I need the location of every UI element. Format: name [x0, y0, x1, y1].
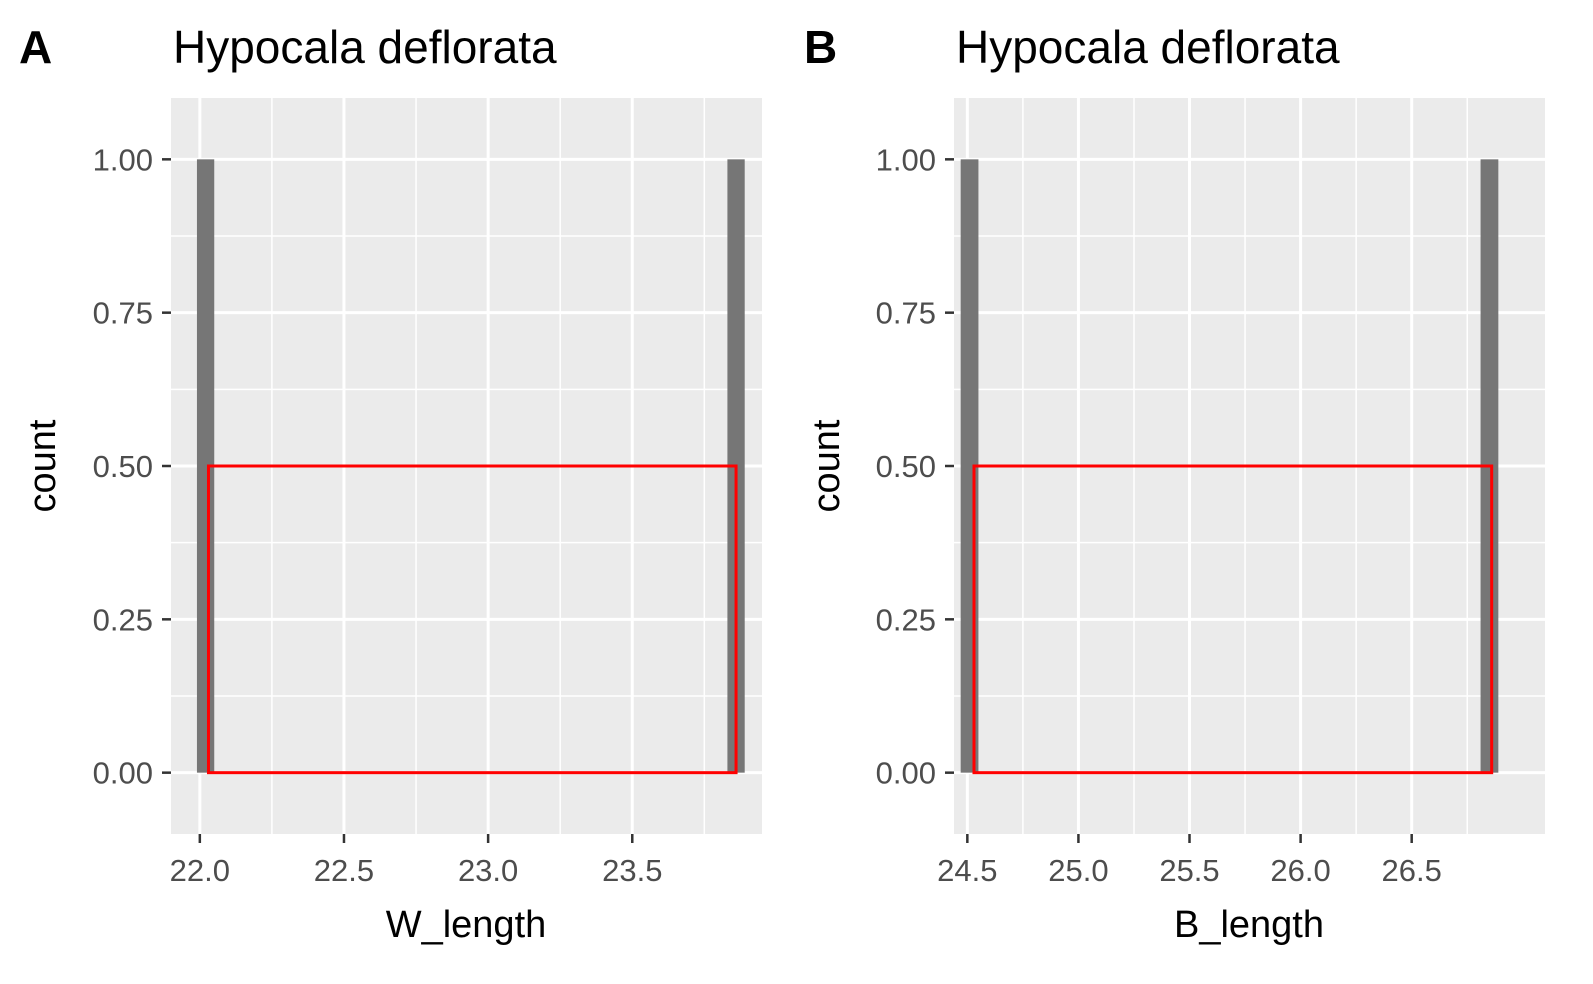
x-tick-label: 23.5 [602, 853, 662, 888]
y-tick-label: 0.75 [876, 296, 936, 331]
x-axis-title-b: B_length [1174, 904, 1324, 946]
y-axis-title-b: count [806, 419, 848, 512]
panel-a: A Hypocala deflorata W_length count [19, 21, 762, 946]
y-tick-label: 0.50 [93, 449, 153, 484]
plot-area-b [954, 98, 1545, 834]
y-tick-label: 0.00 [93, 756, 153, 791]
highlight-rectangle-b [972, 464, 1494, 775]
panel-title-a: Hypocala deflorata [173, 21, 557, 73]
x-tick-label: 25.0 [1048, 853, 1108, 888]
y-tick-label: 1.00 [876, 142, 936, 177]
x-axis-title-a: W_length [386, 904, 547, 946]
y-tick-label: 1.00 [93, 142, 153, 177]
x-tick-label: 22.0 [170, 853, 230, 888]
y-tick-label: 0.50 [876, 449, 936, 484]
panel-b: B Hypocala deflorata B_length count [804, 21, 1545, 946]
panel-tag-b: B [804, 21, 837, 73]
y-tick-label: 0.00 [876, 756, 936, 791]
x-tick-label: 25.5 [1159, 853, 1219, 888]
x-tick-label: 26.0 [1270, 853, 1330, 888]
y-tick-label: 0.25 [876, 602, 936, 637]
x-tick-label: 22.5 [314, 853, 374, 888]
x-tick-label: 23.0 [458, 853, 518, 888]
panel-title-b: Hypocala deflorata [956, 21, 1340, 73]
y-axis-title-a: count [22, 419, 64, 512]
plot-area-a [171, 98, 762, 834]
y-tick-label: 0.25 [93, 602, 153, 637]
x-tick-label: 26.5 [1382, 853, 1442, 888]
x-tick-label: 24.5 [937, 853, 997, 888]
y-tick-label: 0.75 [93, 296, 153, 331]
highlight-rectangle-a [206, 464, 738, 775]
panel-tag-a: A [19, 21, 52, 73]
